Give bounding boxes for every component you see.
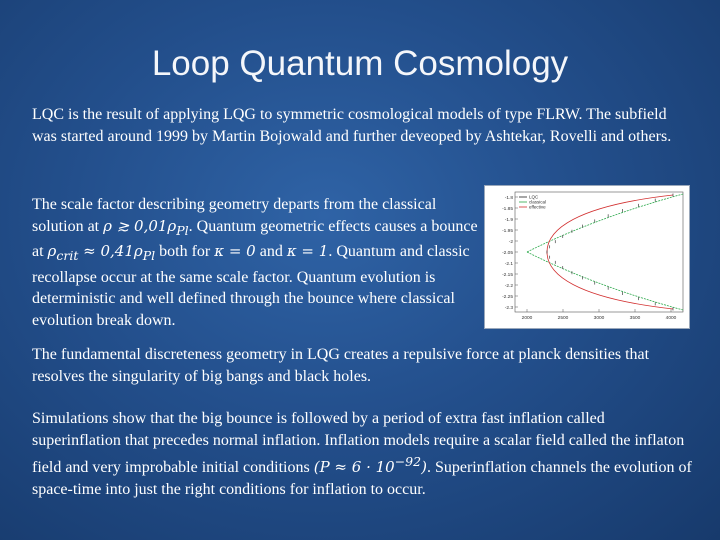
y-tick-label: -2.3 [505,305,514,311]
y-tick-label: -1.85 [502,206,513,212]
classical-curve-upper [526,193,684,253]
y-tick-label: -2.1 [505,261,514,267]
paragraph-superinflation: Simulations show that the big bounce is … [32,408,692,500]
effective-curve [546,194,674,310]
math-rho-threshold: ρ ≳ 0,01ρPl [103,216,189,238]
slide-title: Loop Quantum Cosmology [151,44,569,83]
paragraph-text: . Quantum and classic recollapse occur a… [32,243,470,329]
y-tick-label: -2.15 [502,272,513,278]
paragraph-text: both for [155,243,215,260]
paragraph-text: Simulations show that the big bounce is … [32,410,685,476]
classical-curve-lower [526,251,684,311]
math-kappa-one: κ = 1 [286,242,329,260]
plot-frame [514,191,684,313]
legend-label: classical [529,200,546,205]
paragraph-lqc-intro: LQC is the result of applying LQG to sym… [32,104,682,147]
y-tick-label: -1.9 [505,217,514,223]
paragraph-text: The fundamental discreteness geometry in… [32,346,650,385]
x-tick-label: 4000 [666,315,677,321]
bounce-plot-svg: -1.8 -1.85 -1.9 -1.95 -2 -2.05 -2.1 -2.15 -2.2 -2… [502,191,684,321]
legend-label: LQC [529,195,539,200]
x-tick-label: 3500 [630,315,641,321]
y-tick-label: -2.05 [502,250,513,256]
paragraph-scale-factor: The scale factor describing geometry dep… [32,194,480,331]
math-probability: (P ≈ 6 · 10−92) [313,454,427,476]
bounce-plot: -1.8 -1.85 -1.9 -1.95 -2 -2.05 -2.1 -2.15 -2.2 -2… [484,185,690,329]
paragraph-text: . Superinflation channels the evolution … [32,459,692,498]
x-tick-label: 3000 [594,315,605,321]
paragraph-text: The scale factor describing geometry dep… [32,196,437,235]
math-rho-crit: ρcrit ≈ 0,41ρPl [47,242,156,263]
y-tick-label: -2 [509,239,514,245]
paragraph-text: LQC is the result of applying LQG to sym… [32,106,672,145]
y-tick-label: -1.95 [502,228,513,234]
paragraph-text: and [255,243,287,260]
paragraph-text: . Quantum geometric effects causes a bou… [32,217,478,261]
y-tick-label: -1.8 [505,195,514,201]
legend-label: effective [529,205,546,210]
y-tick-label: -2.25 [502,294,513,300]
y-tick-label: -2.2 [505,283,514,289]
paragraph-discreteness: The fundamental discreteness geometry in… [32,344,692,387]
x-tick-label: 2000 [522,315,533,321]
math-kappa-zero: κ = 0 [214,242,256,260]
x-tick-label: 2500 [558,315,569,321]
